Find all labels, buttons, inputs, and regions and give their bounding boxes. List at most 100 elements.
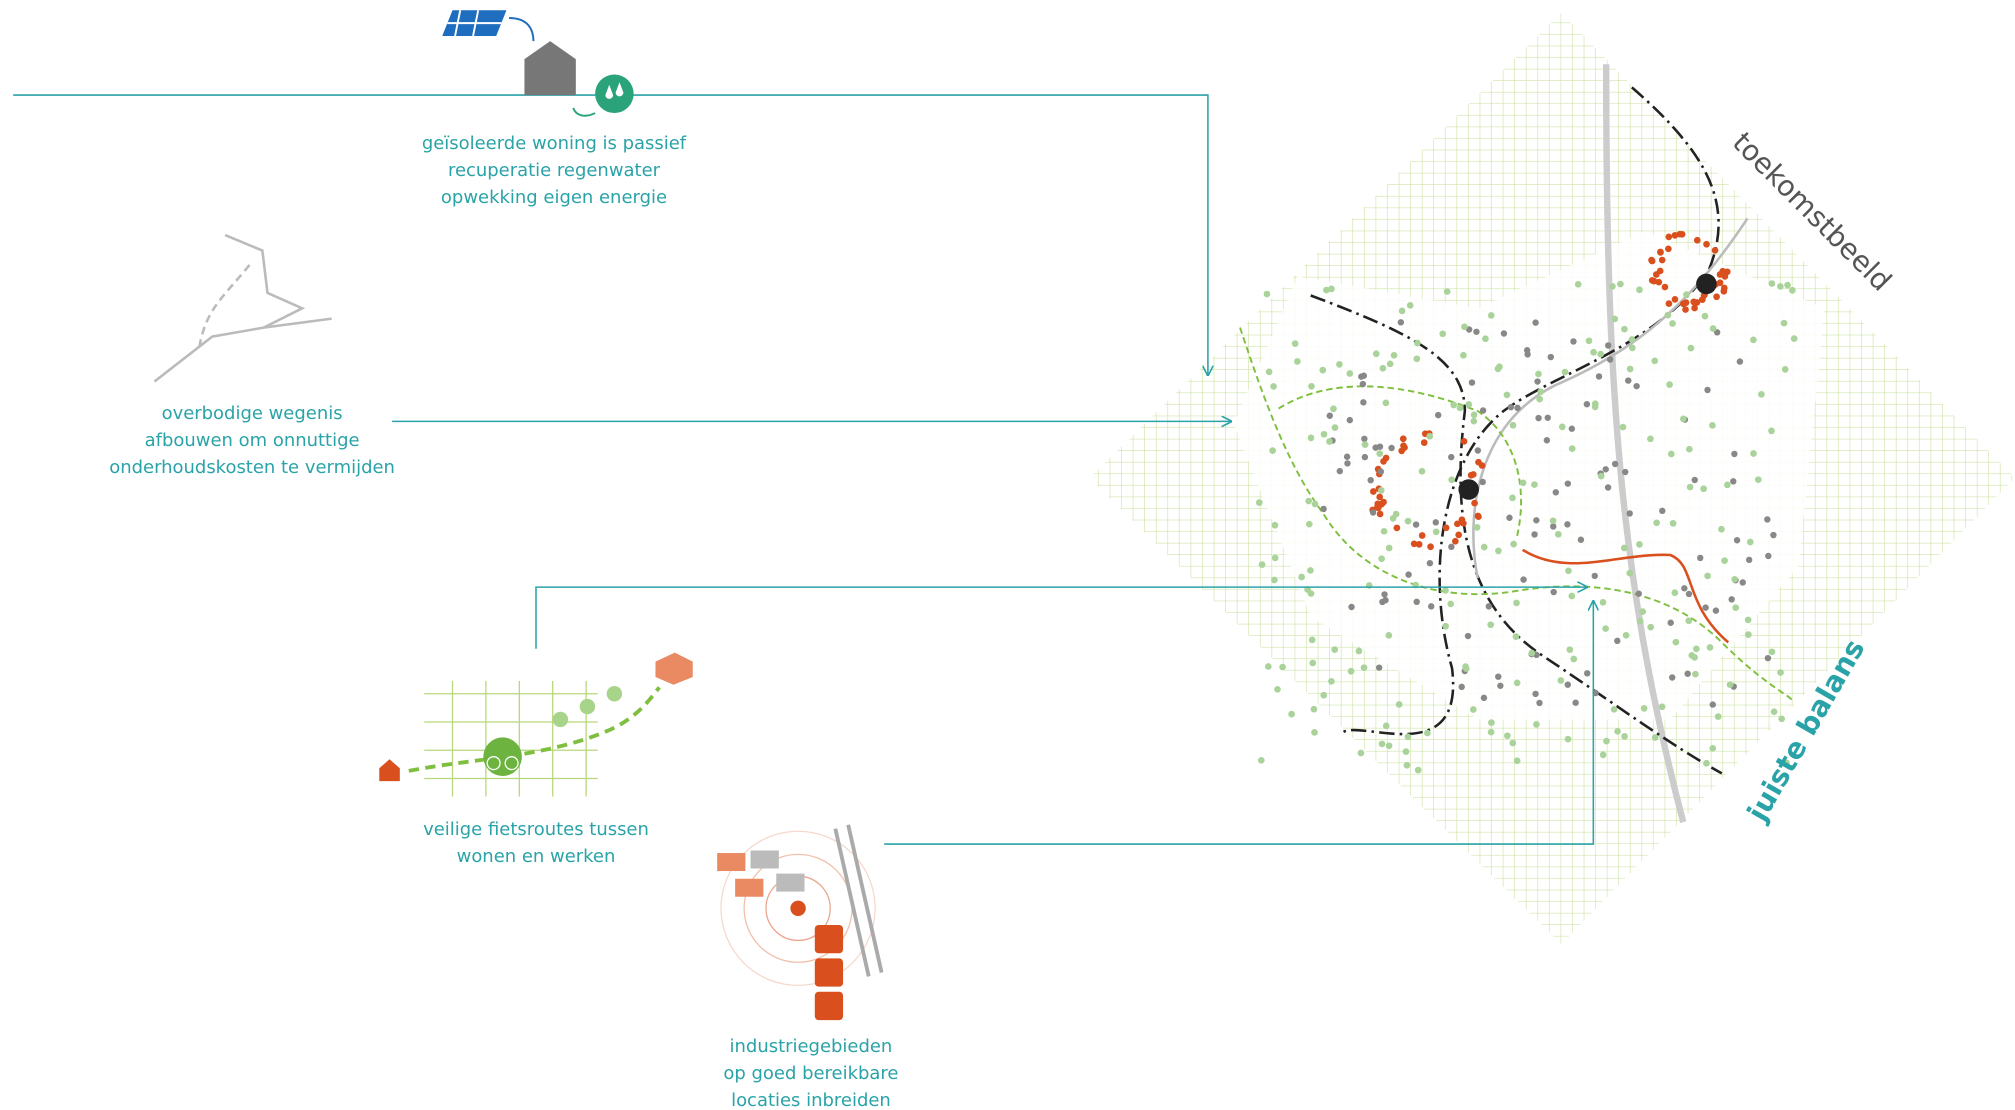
tree: [1413, 355, 1420, 362]
tree: [1614, 728, 1621, 735]
tree: [1419, 468, 1426, 475]
tree: [1482, 335, 1489, 342]
house: [1737, 358, 1743, 364]
house: [1531, 531, 1537, 537]
tree: [1487, 621, 1494, 628]
tree: [1777, 669, 1784, 676]
house: [1548, 354, 1554, 360]
water-icon: [595, 75, 634, 114]
house: [1730, 478, 1736, 484]
tree: [1789, 287, 1796, 294]
house: [1550, 589, 1556, 595]
tree: [1536, 396, 1543, 403]
tree: [1565, 736, 1572, 743]
tree: [1509, 495, 1516, 502]
tree: [1424, 730, 1431, 737]
tree: [1600, 752, 1607, 759]
house: [1682, 306, 1689, 313]
house: [1361, 436, 1367, 442]
house: [1495, 673, 1501, 679]
annotation-line: op goed bereikbare: [723, 1063, 898, 1084]
house: [1372, 444, 1378, 450]
tree: [1387, 360, 1394, 367]
house: [1536, 700, 1542, 706]
house: [1603, 466, 1609, 472]
house: [1704, 387, 1710, 393]
tree: [1346, 370, 1353, 377]
house: [1607, 356, 1613, 362]
house: [1734, 537, 1740, 543]
tree: [1598, 473, 1605, 480]
house: [1765, 655, 1771, 661]
tree: [1504, 732, 1511, 739]
annotation-line: locaties inbreiden: [731, 1090, 891, 1110]
bike-badge: [483, 737, 522, 776]
house: [1376, 664, 1382, 670]
tree: [1326, 438, 1333, 445]
house: [1506, 515, 1512, 521]
house: [1596, 373, 1602, 379]
house: [1427, 543, 1434, 550]
tree: [1647, 435, 1654, 442]
tree: [1270, 383, 1277, 390]
tree: [1702, 313, 1709, 320]
tree: [1683, 291, 1690, 298]
tree: [1528, 650, 1535, 657]
house: [1584, 401, 1590, 407]
arrow: [509, 18, 533, 41]
house: [1605, 342, 1611, 348]
tree: [1383, 400, 1390, 407]
tree: [1603, 738, 1610, 745]
house: [1694, 237, 1701, 244]
tree: [1348, 668, 1355, 675]
tree: [1405, 518, 1412, 525]
tree: [1621, 326, 1628, 333]
house: [1360, 399, 1366, 405]
tree: [1691, 654, 1698, 661]
tree: [1637, 618, 1644, 625]
house: [1362, 454, 1368, 460]
house: [1681, 585, 1687, 591]
house: [1416, 541, 1423, 548]
house: [1545, 415, 1551, 421]
tree: [1328, 678, 1335, 685]
tree: [1669, 320, 1676, 327]
house: [1665, 245, 1672, 252]
house: [1690, 299, 1697, 306]
house: [1370, 509, 1376, 515]
tree: [1550, 517, 1557, 524]
tree: [1336, 361, 1343, 368]
house: [1428, 603, 1434, 609]
tree: [1258, 757, 1265, 764]
annotation-line: opwekking eigen energie: [441, 187, 667, 208]
tree: [1771, 708, 1778, 715]
house: [1388, 445, 1394, 451]
house: [1520, 576, 1526, 582]
house: [1486, 603, 1492, 609]
house: [1550, 523, 1556, 529]
tree: [1680, 416, 1687, 423]
house: [1461, 438, 1468, 445]
tree: [1294, 358, 1301, 365]
tree: [1312, 501, 1319, 508]
tree: [1718, 526, 1725, 533]
station: [1458, 479, 1479, 500]
annotation-line: overbodige wegenis: [162, 403, 343, 424]
tree: [1488, 312, 1495, 319]
house: [1699, 296, 1706, 303]
house: [1433, 519, 1439, 525]
tree: [1415, 767, 1422, 774]
tree: [1311, 729, 1318, 736]
tree: [1782, 366, 1789, 373]
work: [655, 653, 692, 685]
tree: [1403, 748, 1410, 755]
arrow: [573, 108, 595, 116]
tree: [1414, 340, 1421, 347]
tree: [1471, 418, 1478, 425]
tree: [1621, 733, 1628, 740]
tree: [1641, 705, 1648, 712]
house: [1592, 573, 1598, 579]
tree: [1569, 445, 1576, 452]
house: [1480, 407, 1486, 413]
tree: [1597, 351, 1604, 358]
